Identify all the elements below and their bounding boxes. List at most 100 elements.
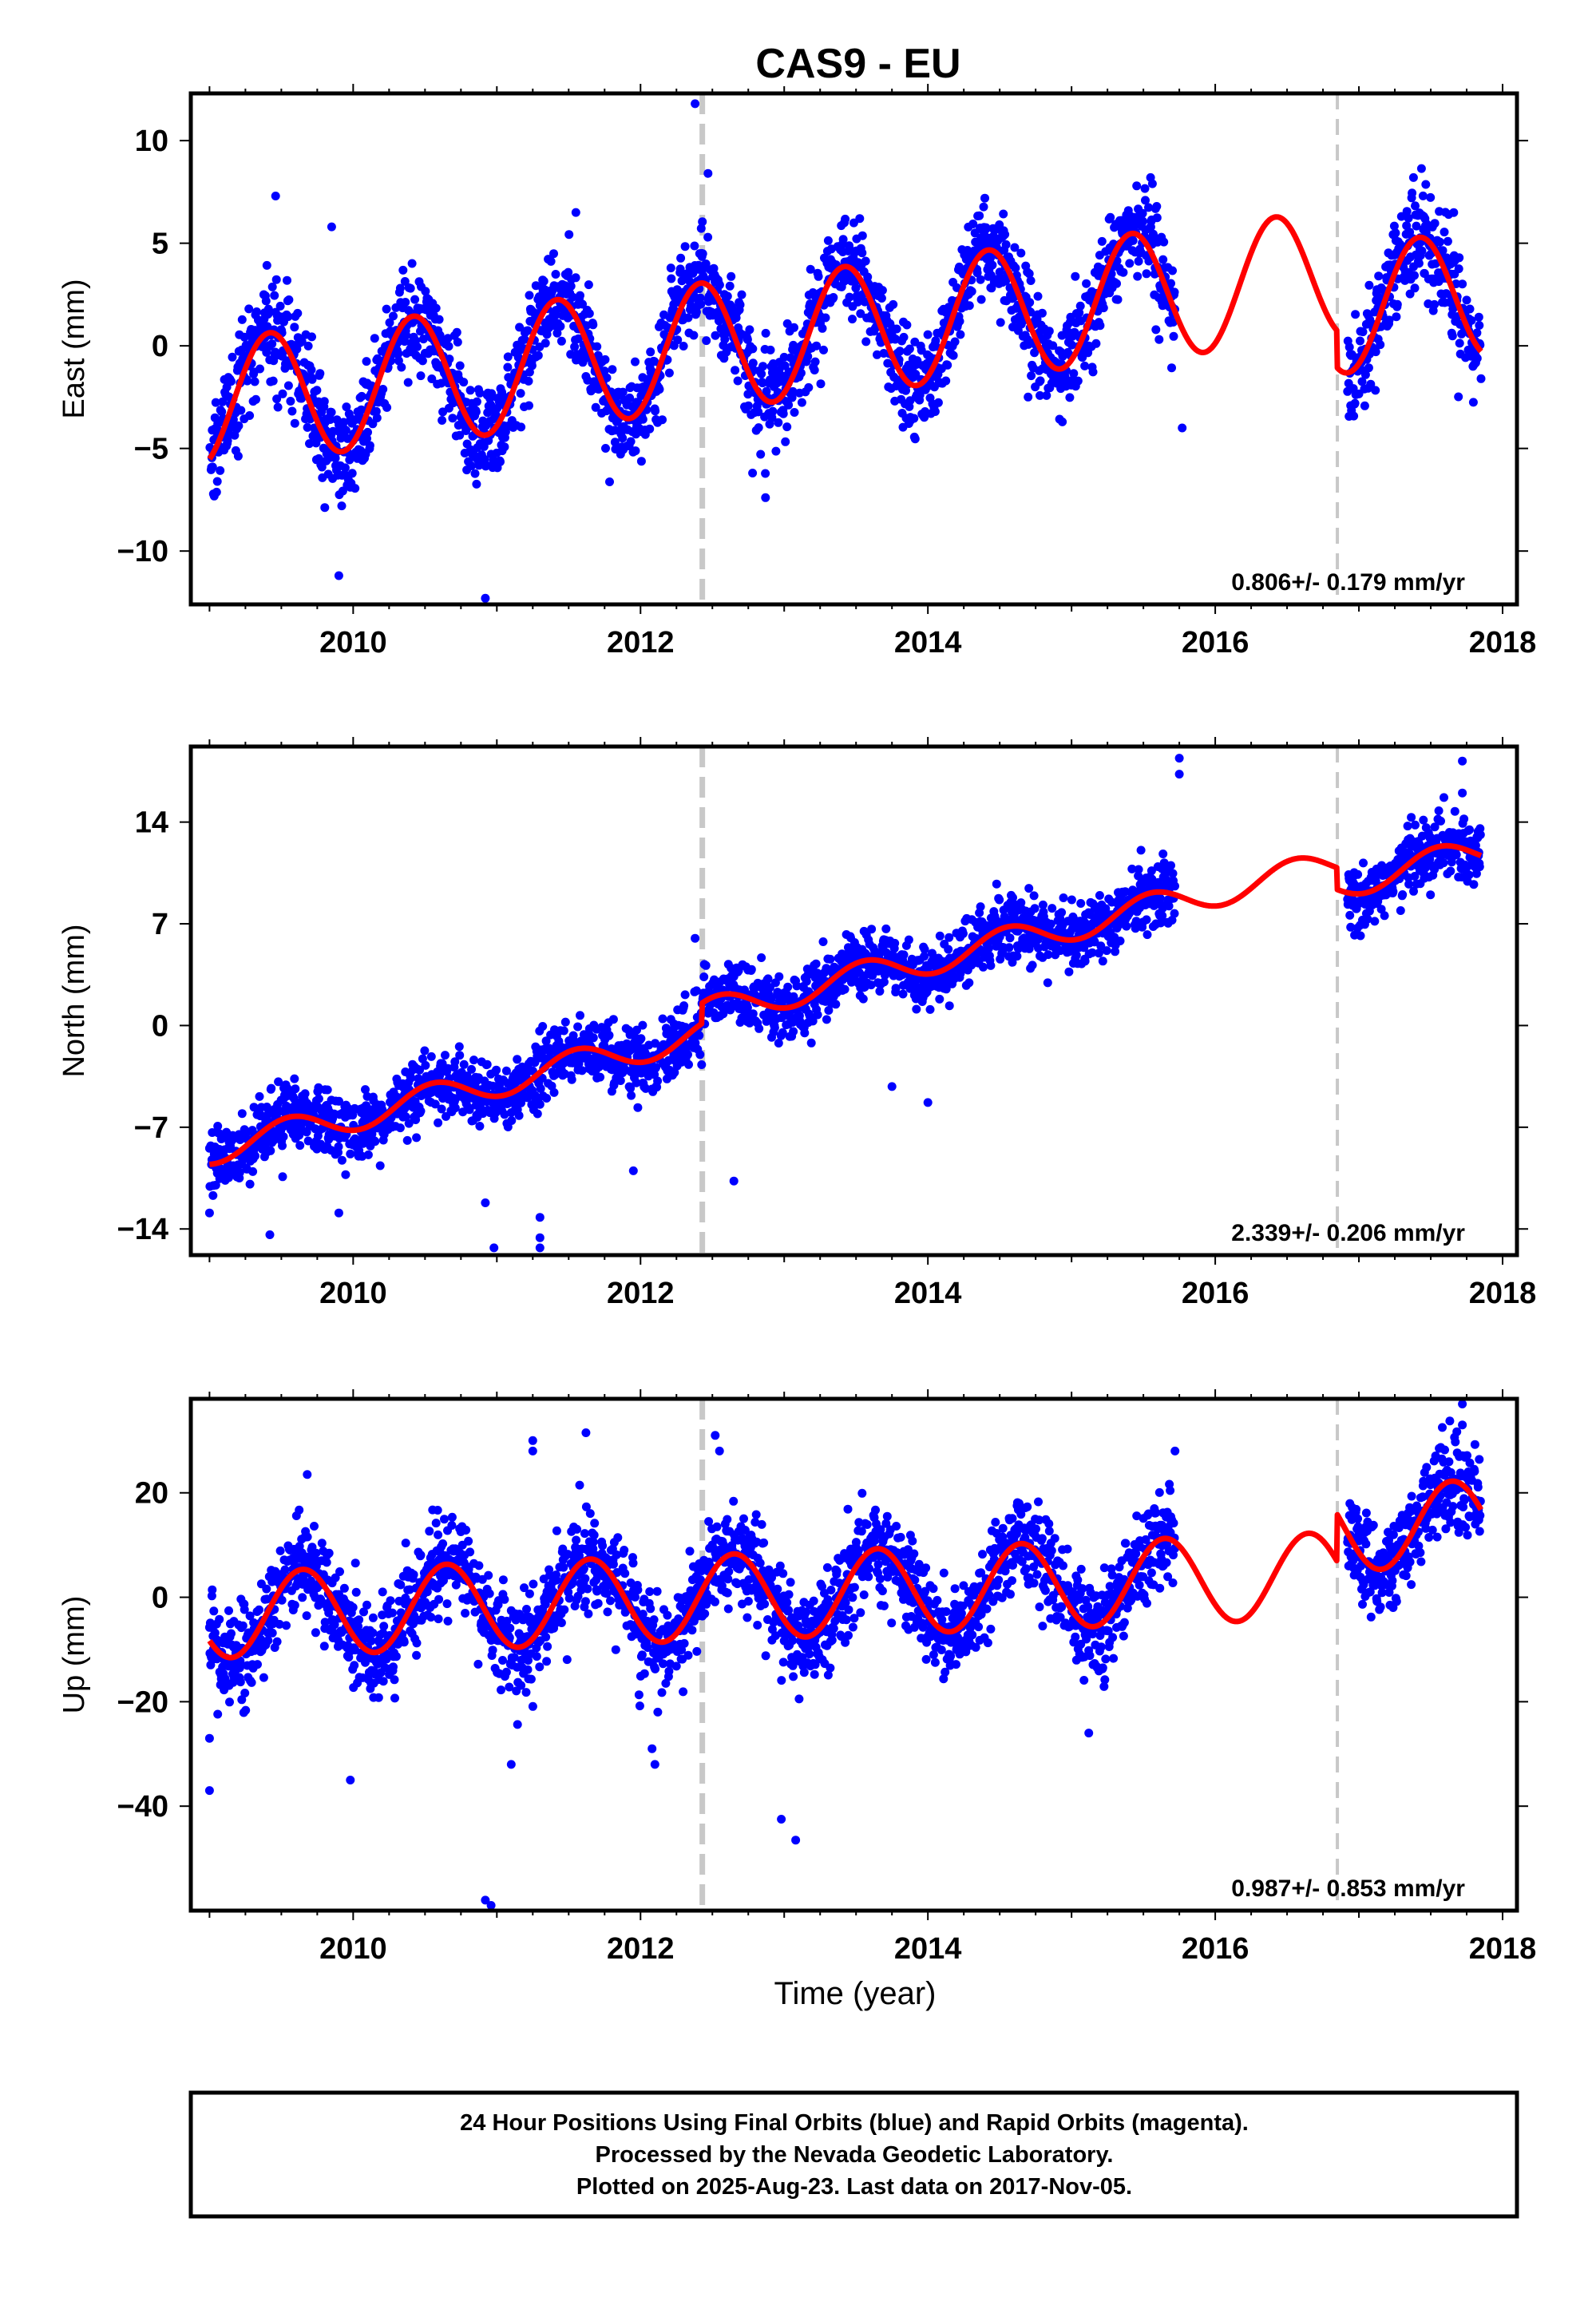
data-point — [1370, 917, 1380, 926]
data-point — [592, 342, 602, 351]
data-point — [608, 1015, 618, 1024]
data-point — [822, 1015, 831, 1024]
data-point — [943, 360, 952, 370]
data-point — [596, 1072, 605, 1082]
data-point — [1142, 269, 1151, 279]
plot-area — [204, 747, 1485, 1255]
data-point — [923, 330, 933, 339]
data-point — [350, 484, 360, 493]
data-point — [818, 937, 828, 946]
data-point — [382, 402, 392, 412]
data-point — [898, 989, 908, 999]
data-point — [279, 1132, 288, 1142]
data-point — [1356, 931, 1365, 941]
data-point — [216, 465, 225, 475]
x-tick-label: 2010 — [319, 1277, 387, 1310]
data-point — [341, 426, 350, 435]
data-point — [507, 1116, 517, 1125]
data-point — [503, 362, 513, 372]
data-point — [618, 434, 628, 443]
data-point — [877, 294, 886, 303]
data-point — [811, 959, 821, 968]
data-point — [363, 1150, 373, 1159]
data-point — [1465, 304, 1475, 314]
data-point — [1436, 237, 1444, 247]
data-point — [690, 241, 699, 251]
data-point — [208, 1190, 218, 1200]
data-point — [1071, 950, 1081, 960]
data-point — [923, 1098, 933, 1107]
data-point — [1122, 921, 1131, 931]
data-point — [211, 398, 220, 407]
data-point — [1133, 271, 1143, 281]
data-point — [909, 414, 919, 423]
data-point — [1458, 279, 1467, 289]
data-point — [227, 377, 236, 386]
data-point — [337, 1155, 347, 1165]
data-point — [899, 950, 909, 960]
data-point — [341, 1170, 350, 1179]
data-point — [395, 1123, 405, 1133]
data-point — [273, 402, 283, 412]
data-point — [1408, 188, 1417, 198]
y-axis-label: East (mm) — [57, 279, 91, 418]
data-point — [789, 1027, 798, 1036]
data-point — [1113, 295, 1123, 304]
data-point — [731, 366, 740, 375]
data-point — [1345, 910, 1355, 920]
data-point — [535, 1233, 545, 1242]
data-point — [771, 446, 781, 456]
data-point — [1167, 363, 1176, 373]
data-point — [233, 451, 243, 461]
data-point — [1475, 830, 1485, 839]
data-point — [406, 283, 415, 293]
data-point — [899, 332, 909, 342]
data-point — [680, 242, 690, 252]
data-point — [342, 402, 351, 412]
data-point — [398, 265, 408, 275]
data-point — [1439, 858, 1448, 868]
data-point — [1458, 788, 1467, 798]
data-point — [1082, 279, 1091, 288]
data-point — [840, 984, 849, 994]
data-point — [248, 1166, 258, 1176]
data-point — [481, 593, 490, 603]
data-point — [1024, 884, 1034, 893]
data-point — [999, 209, 1008, 219]
data-point — [804, 382, 814, 392]
data-point — [320, 503, 330, 513]
data-point — [980, 193, 989, 203]
data-point — [925, 1004, 935, 1014]
data-point — [237, 1109, 247, 1119]
data-point — [747, 964, 756, 974]
data-point — [819, 345, 828, 354]
data-point — [1036, 376, 1045, 386]
data-point — [1414, 259, 1424, 268]
data-point — [797, 398, 806, 407]
data-point — [631, 357, 640, 366]
y-tick-label: 0 — [152, 330, 168, 363]
data-point — [855, 214, 865, 224]
data-point — [1350, 398, 1360, 408]
data-point — [262, 260, 271, 270]
data-point — [1016, 248, 1026, 258]
data-point — [395, 283, 405, 293]
data-point — [492, 1065, 501, 1075]
data-point — [1371, 386, 1380, 395]
data-point — [263, 304, 273, 314]
data-point — [455, 1051, 465, 1060]
data-point — [290, 1074, 299, 1083]
data-point — [1134, 256, 1143, 266]
data-point — [638, 414, 648, 424]
data-point — [766, 345, 775, 354]
data-point — [956, 330, 965, 339]
data-point — [272, 394, 282, 404]
data-point — [500, 442, 509, 452]
data-point — [213, 1122, 223, 1131]
data-point — [1426, 192, 1436, 202]
data-point — [489, 455, 498, 465]
data-point — [1159, 237, 1169, 247]
data-point — [1398, 890, 1408, 899]
data-point — [327, 407, 336, 417]
data-point — [1030, 904, 1040, 913]
